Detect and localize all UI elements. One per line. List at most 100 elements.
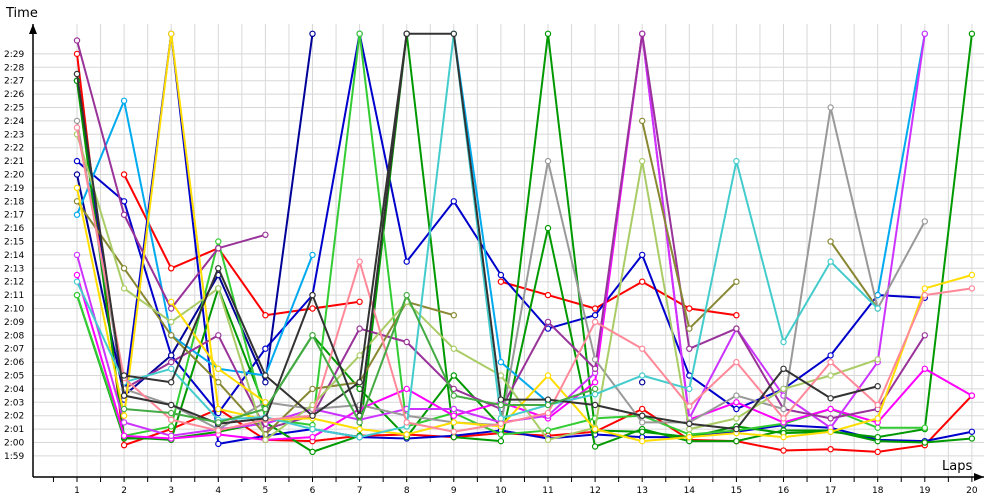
y-tick-label: 2:20	[4, 171, 24, 181]
data-point	[686, 325, 693, 332]
data-point	[497, 372, 505, 379]
data-point	[215, 365, 222, 372]
data-point	[262, 372, 269, 379]
data-point	[827, 238, 834, 245]
data-point	[215, 244, 222, 252]
x-tick-label: 15	[731, 486, 742, 496]
data-point	[450, 428, 457, 435]
data-point	[591, 305, 599, 312]
series-18	[73, 30, 976, 445]
data-point	[450, 412, 457, 419]
data-point	[73, 271, 81, 279]
x-tick-label: 4	[215, 486, 221, 496]
data-point	[639, 30, 646, 37]
x-tick-label: 13	[636, 486, 647, 496]
data-point	[309, 332, 316, 339]
y-tick-label: 2:01	[4, 425, 24, 435]
data-point	[73, 157, 81, 165]
series-line	[76, 32, 972, 453]
data-point	[639, 372, 646, 379]
data-point	[733, 425, 740, 433]
data-point	[544, 318, 552, 326]
data-point	[921, 218, 929, 225]
data-point	[262, 436, 269, 444]
data-point	[874, 356, 881, 363]
data-point	[968, 30, 976, 37]
data-point	[591, 385, 599, 393]
data-point	[167, 365, 175, 372]
y-tick-label: 2:29	[4, 50, 24, 60]
x-tick-label: 18	[872, 486, 884, 496]
data-point	[921, 291, 929, 299]
data-point	[827, 258, 834, 265]
data-point	[450, 392, 457, 399]
x-tick-label: 12	[589, 486, 600, 496]
x-tick-label: 17	[825, 486, 836, 496]
data-point	[591, 401, 599, 409]
data-point	[262, 379, 269, 386]
data-point	[73, 291, 81, 299]
data-point	[73, 124, 81, 131]
data-point	[733, 399, 740, 406]
data-point	[874, 415, 881, 422]
y-tick-label: 2:21	[4, 157, 24, 167]
data-point	[497, 401, 505, 409]
series-line	[76, 127, 973, 433]
data-point	[120, 265, 128, 272]
data-point	[591, 356, 599, 363]
data-point	[497, 437, 505, 445]
data-point	[591, 312, 599, 319]
data-point	[639, 412, 646, 419]
data-point	[356, 298, 363, 305]
x-tick-label: 9	[451, 486, 457, 496]
data-point	[591, 443, 599, 450]
data-point	[167, 423, 175, 430]
data-point	[167, 318, 175, 326]
data-point	[309, 385, 316, 393]
data-point	[874, 383, 881, 390]
series-line	[76, 32, 973, 441]
x-tick-label: 2	[121, 486, 127, 496]
data-point	[309, 412, 316, 419]
data-point	[780, 365, 787, 372]
y-tick-label: 2:09	[4, 318, 24, 328]
data-point	[73, 37, 81, 44]
data-point	[262, 415, 269, 422]
data-point	[921, 424, 929, 431]
y-axis-arrow	[29, 24, 37, 34]
data-point	[356, 419, 363, 426]
data-point	[73, 278, 81, 285]
data-point	[733, 157, 740, 165]
data-point	[356, 425, 363, 433]
data-point	[120, 419, 128, 426]
data-point	[874, 401, 881, 409]
data-point	[686, 305, 693, 312]
data-point	[309, 433, 316, 441]
data-point	[780, 405, 787, 413]
data-point	[309, 251, 316, 259]
x-tick-label: 20	[966, 486, 978, 496]
data-point	[120, 441, 128, 449]
data-point	[167, 332, 175, 339]
data-point	[733, 278, 740, 285]
data-point	[497, 278, 505, 285]
data-point	[639, 405, 646, 413]
data-point	[262, 399, 269, 406]
data-point	[733, 405, 740, 413]
series-line	[876, 33, 926, 296]
data-point	[686, 385, 693, 393]
x-tick-label: 10	[495, 486, 507, 496]
series-2	[120, 171, 740, 319]
data-point	[356, 379, 363, 386]
data-point	[73, 211, 81, 218]
y-tick-label: 2:07	[4, 345, 24, 355]
data-point	[968, 428, 976, 435]
y-tick-label: 2:06	[4, 358, 24, 368]
series-line	[76, 134, 879, 441]
y-tick-label: 2:28	[4, 63, 24, 73]
data-point	[120, 432, 128, 439]
data-point	[73, 50, 81, 58]
data-point	[686, 425, 693, 433]
data-point	[544, 372, 552, 379]
x-tick-label: 19	[919, 486, 931, 496]
